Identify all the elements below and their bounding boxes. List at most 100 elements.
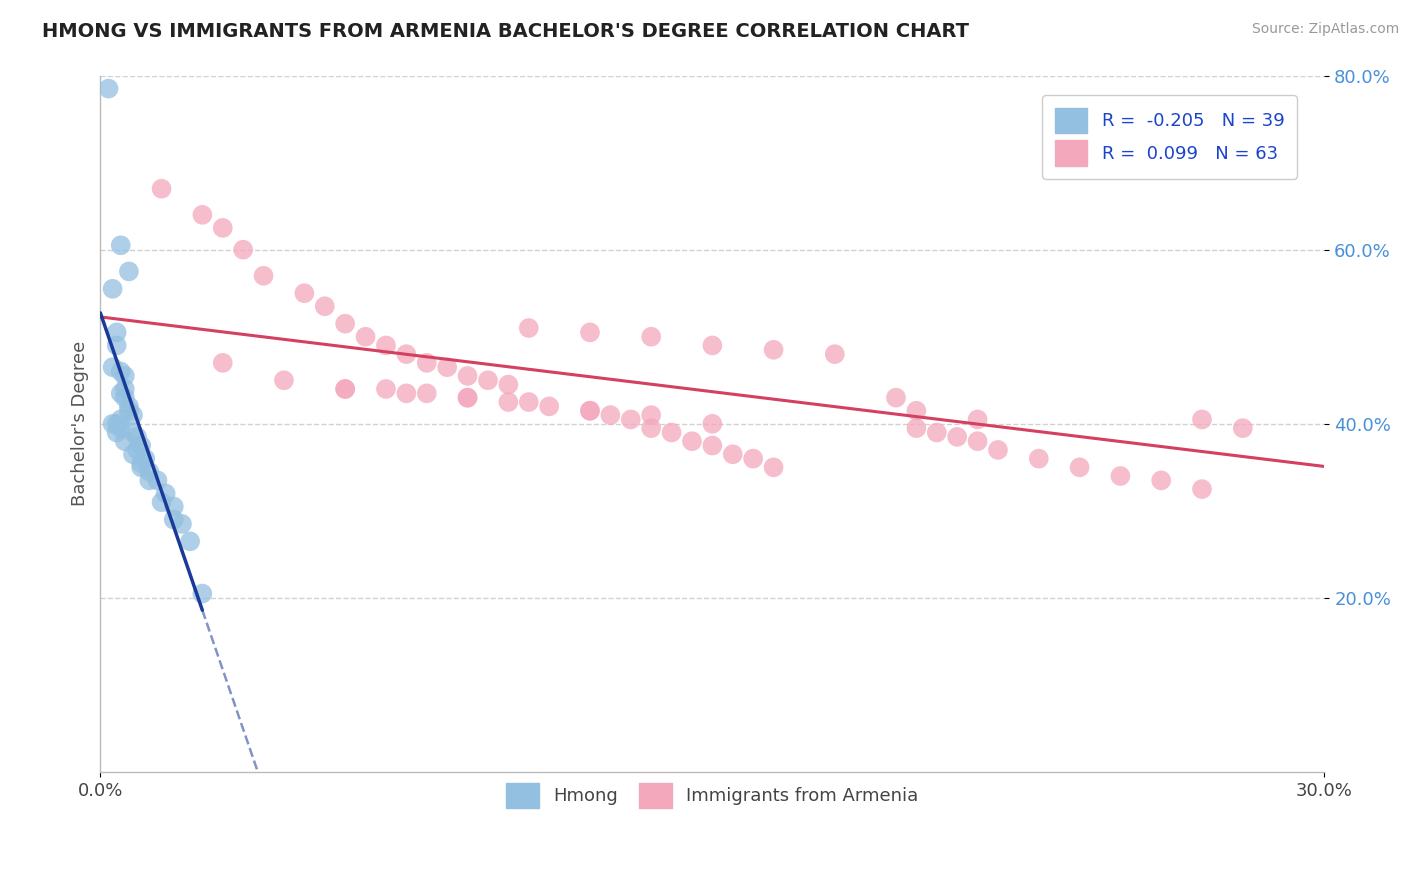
Immigrants from Armenia bbox=[292, 286, 315, 301]
Hmong bbox=[191, 586, 214, 600]
Immigrants from Armenia bbox=[640, 408, 662, 422]
Immigrants from Armenia bbox=[395, 386, 418, 401]
Legend: Hmong, Immigrants from Armenia: Hmong, Immigrants from Armenia bbox=[499, 775, 927, 815]
Hmong bbox=[155, 486, 177, 500]
Immigrants from Armenia bbox=[702, 417, 724, 431]
Immigrants from Armenia bbox=[1232, 421, 1254, 435]
Hmong bbox=[125, 430, 148, 444]
Immigrants from Armenia bbox=[640, 329, 662, 343]
Immigrants from Armenia bbox=[517, 321, 540, 335]
Immigrants from Armenia bbox=[1191, 412, 1213, 426]
Hmong bbox=[170, 516, 193, 531]
Immigrants from Armenia bbox=[966, 412, 988, 426]
Immigrants from Armenia bbox=[640, 421, 662, 435]
Immigrants from Armenia bbox=[375, 382, 398, 396]
Y-axis label: Bachelor's Degree: Bachelor's Degree bbox=[72, 341, 89, 507]
Text: Source: ZipAtlas.com: Source: ZipAtlas.com bbox=[1251, 22, 1399, 37]
Hmong bbox=[114, 382, 136, 396]
Immigrants from Armenia bbox=[150, 182, 173, 196]
Immigrants from Armenia bbox=[884, 391, 907, 405]
Hmong bbox=[129, 460, 152, 475]
Hmong bbox=[110, 386, 132, 401]
Hmong bbox=[105, 425, 128, 440]
Hmong bbox=[122, 408, 145, 422]
Hmong bbox=[163, 500, 186, 514]
Hmong bbox=[118, 400, 141, 414]
Hmong bbox=[114, 391, 136, 405]
Immigrants from Armenia bbox=[721, 447, 744, 461]
Immigrants from Armenia bbox=[232, 243, 254, 257]
Immigrants from Armenia bbox=[905, 403, 928, 417]
Hmong bbox=[129, 456, 152, 470]
Immigrants from Armenia bbox=[211, 356, 233, 370]
Hmong bbox=[105, 417, 128, 431]
Immigrants from Armenia bbox=[661, 425, 683, 440]
Immigrants from Armenia bbox=[252, 268, 274, 283]
Hmong bbox=[134, 451, 156, 466]
Immigrants from Armenia bbox=[457, 391, 479, 405]
Immigrants from Armenia bbox=[1069, 460, 1091, 475]
Immigrants from Armenia bbox=[416, 386, 439, 401]
Hmong bbox=[138, 474, 160, 488]
Hmong bbox=[110, 365, 132, 379]
Immigrants from Armenia bbox=[824, 347, 846, 361]
Immigrants from Armenia bbox=[987, 442, 1010, 457]
Immigrants from Armenia bbox=[477, 373, 499, 387]
Immigrants from Armenia bbox=[966, 434, 988, 449]
Immigrants from Armenia bbox=[314, 299, 336, 313]
Hmong bbox=[110, 412, 132, 426]
Immigrants from Armenia bbox=[905, 421, 928, 435]
Hmong bbox=[110, 238, 132, 252]
Hmong bbox=[105, 326, 128, 340]
Immigrants from Armenia bbox=[457, 391, 479, 405]
Hmong bbox=[122, 425, 145, 440]
Immigrants from Armenia bbox=[498, 395, 520, 409]
Immigrants from Armenia bbox=[375, 338, 398, 352]
Immigrants from Armenia bbox=[742, 451, 765, 466]
Immigrants from Armenia bbox=[333, 382, 356, 396]
Immigrants from Armenia bbox=[762, 460, 785, 475]
Hmong bbox=[118, 264, 141, 278]
Immigrants from Armenia bbox=[681, 434, 703, 449]
Hmong bbox=[146, 474, 169, 488]
Hmong bbox=[150, 495, 173, 509]
Hmong bbox=[122, 447, 145, 461]
Immigrants from Armenia bbox=[333, 382, 356, 396]
Hmong bbox=[114, 434, 136, 449]
Hmong bbox=[97, 81, 120, 95]
Immigrants from Armenia bbox=[1272, 112, 1295, 126]
Immigrants from Armenia bbox=[1150, 474, 1173, 488]
Immigrants from Armenia bbox=[498, 377, 520, 392]
Immigrants from Armenia bbox=[273, 373, 295, 387]
Immigrants from Armenia bbox=[925, 425, 948, 440]
Immigrants from Armenia bbox=[395, 347, 418, 361]
Hmong bbox=[138, 465, 160, 479]
Immigrants from Armenia bbox=[538, 400, 561, 414]
Hmong bbox=[163, 512, 186, 526]
Immigrants from Armenia bbox=[517, 395, 540, 409]
Immigrants from Armenia bbox=[191, 208, 214, 222]
Immigrants from Armenia bbox=[457, 368, 479, 383]
Immigrants from Armenia bbox=[620, 412, 643, 426]
Immigrants from Armenia bbox=[211, 220, 233, 235]
Hmong bbox=[101, 282, 124, 296]
Hmong bbox=[179, 534, 201, 549]
Immigrants from Armenia bbox=[579, 403, 602, 417]
Hmong bbox=[101, 417, 124, 431]
Immigrants from Armenia bbox=[333, 317, 356, 331]
Hmong bbox=[125, 442, 148, 457]
Immigrants from Armenia bbox=[702, 338, 724, 352]
Immigrants from Armenia bbox=[1109, 469, 1132, 483]
Immigrants from Armenia bbox=[1191, 482, 1213, 496]
Text: HMONG VS IMMIGRANTS FROM ARMENIA BACHELOR'S DEGREE CORRELATION CHART: HMONG VS IMMIGRANTS FROM ARMENIA BACHELO… bbox=[42, 22, 969, 41]
Immigrants from Armenia bbox=[1028, 451, 1050, 466]
Immigrants from Armenia bbox=[946, 430, 969, 444]
Hmong bbox=[118, 403, 141, 417]
Immigrants from Armenia bbox=[702, 439, 724, 453]
Immigrants from Armenia bbox=[579, 326, 602, 340]
Immigrants from Armenia bbox=[354, 329, 377, 343]
Immigrants from Armenia bbox=[599, 408, 621, 422]
Immigrants from Armenia bbox=[436, 360, 458, 375]
Hmong bbox=[129, 439, 152, 453]
Immigrants from Armenia bbox=[579, 403, 602, 417]
